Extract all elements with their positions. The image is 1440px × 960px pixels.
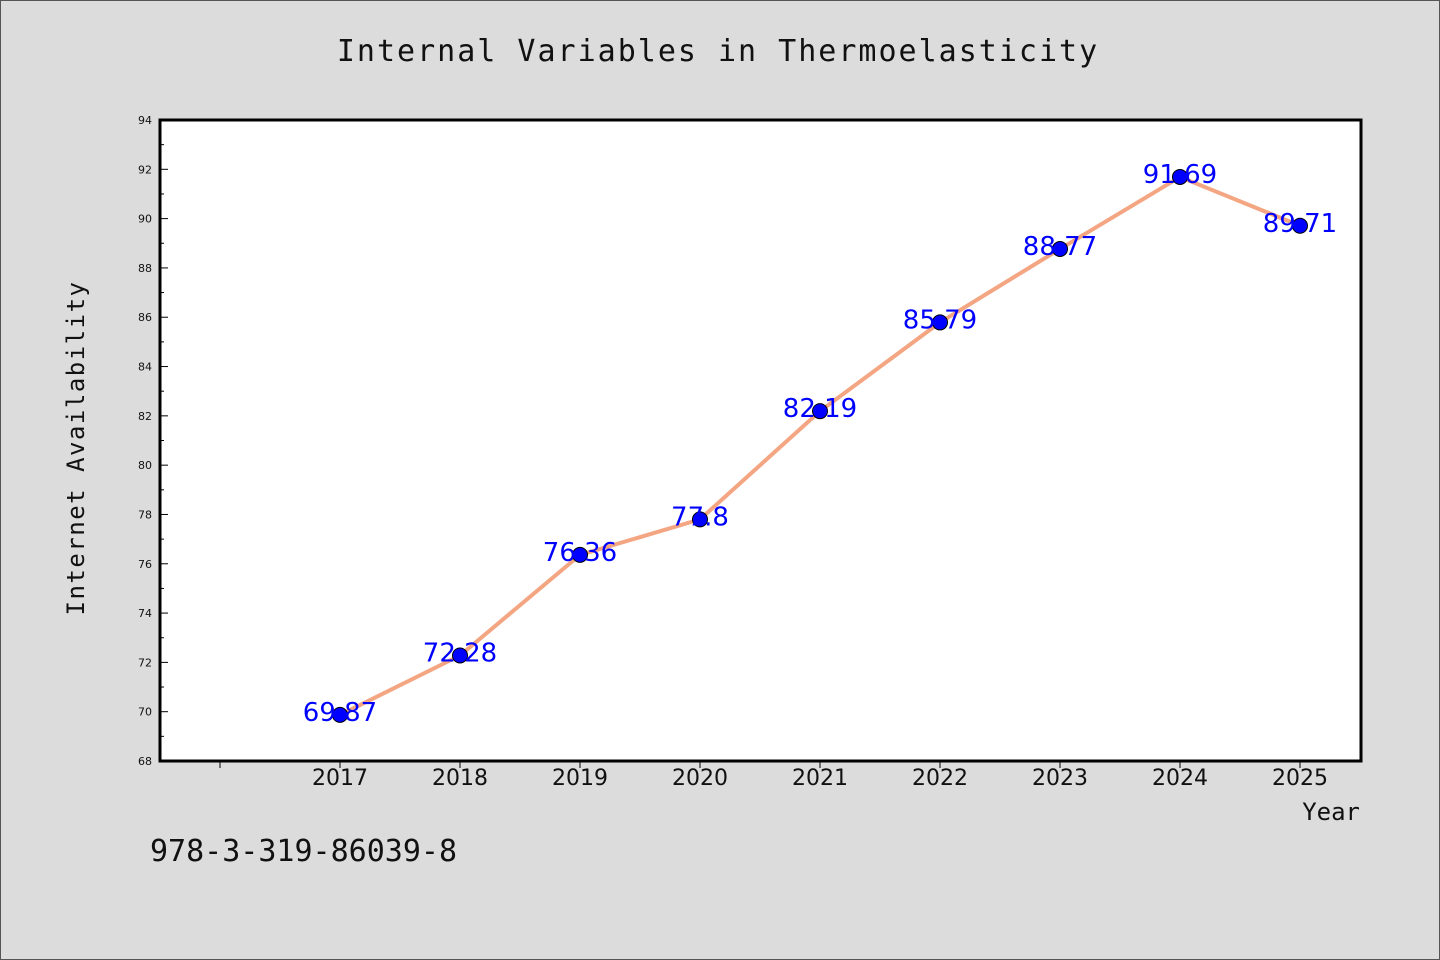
y-tick-label: 72 — [138, 656, 152, 669]
data-point — [572, 546, 588, 563]
data-label: 88.77 — [1023, 232, 1097, 262]
data-label: 91.69 — [1143, 160, 1217, 190]
data-point — [812, 403, 828, 420]
data-point — [692, 511, 708, 528]
data-point — [1172, 168, 1188, 185]
x-tick-label: 2021 — [792, 766, 848, 791]
data-points — [332, 168, 1308, 723]
data-point — [332, 706, 348, 723]
y-tick-label: 90 — [138, 213, 152, 226]
plot-area — [160, 120, 1361, 761]
x-tick-label: 2025 — [1272, 766, 1328, 791]
data-point — [452, 647, 468, 664]
x-tick-label: 2017 — [312, 766, 368, 791]
y-tick-label: 68 — [138, 755, 152, 768]
data-point — [1052, 240, 1068, 257]
x-axis-ticks: 2017 2018 2019 2020 2021 2022 2023 2024 2025 — [219, 761, 1328, 791]
data-point — [1292, 217, 1308, 234]
x-axis-title: Year — [1302, 798, 1360, 826]
x-tick-label: 2023 — [1032, 766, 1088, 791]
y-tick-label: 80 — [138, 459, 152, 472]
chart-title: Internal Variables in Thermoelasticity — [336, 34, 1100, 69]
y-axis-title: Internet Availability — [62, 281, 90, 616]
y-tick-label: 86 — [138, 311, 152, 324]
x-tick-label: 2019 — [552, 766, 608, 791]
data-labels: 69.87 72.28 76.36 77.8 82.19 85.79 88.77 91.69 8… — [303, 160, 1337, 728]
x-tick-label: 2018 — [432, 766, 488, 791]
x-tick-label: 2022 — [912, 766, 968, 791]
data-label: 72.28 — [423, 638, 497, 668]
y-tick-label: 76 — [138, 558, 152, 571]
data-label: 77.8 — [671, 502, 729, 532]
data-label: 85.79 — [903, 305, 977, 335]
data-label: 69.87 — [303, 698, 377, 728]
x-tick-label: 2024 — [1152, 766, 1208, 791]
y-tick-label: 94 — [138, 114, 152, 127]
data-label: 76.36 — [543, 538, 617, 568]
x-tick-label: 2020 — [672, 766, 728, 791]
plot-border — [158, 118, 1363, 763]
y-tick-label: 92 — [138, 163, 152, 176]
y-tick-label: 84 — [138, 361, 152, 374]
y-tick-label: 88 — [138, 262, 152, 275]
y-tick-label: 70 — [138, 706, 152, 719]
y-tick-label: 74 — [138, 607, 152, 620]
isbn-label: 978-3-319-86039-8 — [150, 834, 458, 869]
data-label: 89.71 — [1263, 209, 1337, 239]
data-label: 82.19 — [783, 394, 857, 424]
data-point — [932, 314, 948, 331]
y-tick-label: 82 — [138, 410, 152, 423]
y-tick-label: 78 — [138, 508, 152, 521]
